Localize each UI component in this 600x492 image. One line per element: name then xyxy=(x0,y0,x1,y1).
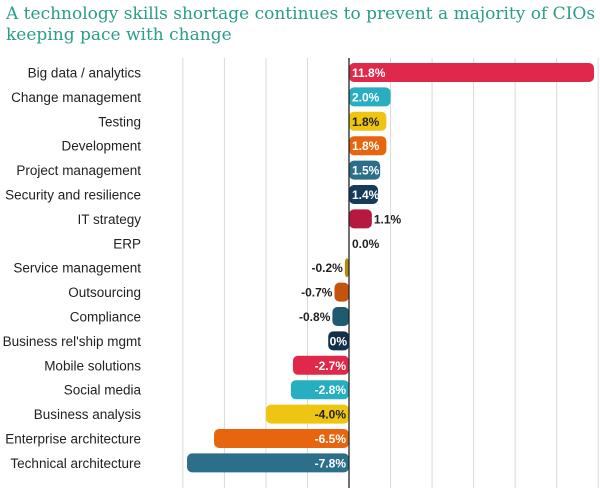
category-label: Testing xyxy=(98,114,141,129)
chart-title: A technology skills shortage continues t… xyxy=(6,4,596,45)
value-label: 11.8% xyxy=(352,66,386,80)
category-label: Social media xyxy=(64,383,142,398)
bar xyxy=(334,282,349,302)
bar xyxy=(349,87,391,107)
category-label: Compliance xyxy=(70,310,141,325)
value-label: 1.4% xyxy=(352,188,380,202)
bar xyxy=(349,111,387,131)
bar xyxy=(290,380,349,400)
bar xyxy=(265,404,349,424)
value-label: -0.2% xyxy=(311,261,343,275)
category-label: Project management xyxy=(16,163,141,178)
category-label: IT strategy xyxy=(77,212,141,227)
category-label: Business rel'ship mgmt xyxy=(3,334,142,349)
bar xyxy=(328,331,349,351)
value-label: -0.7% xyxy=(301,286,333,300)
value-label: -2.7% xyxy=(315,359,347,373)
value-label: -7.8% xyxy=(315,456,347,470)
value-label: 0% xyxy=(330,334,348,348)
bar xyxy=(214,429,349,448)
value-label: -6.5% xyxy=(315,432,347,446)
value-label: -0.8% xyxy=(299,310,331,324)
category-label: Mobile solutions xyxy=(44,358,141,373)
value-label: 1.8% xyxy=(352,115,380,129)
category-label: ERP xyxy=(113,236,141,251)
category-label: Outsourcing xyxy=(68,285,141,300)
value-label: 1.8% xyxy=(352,139,380,153)
value-label: -2.8% xyxy=(315,383,347,397)
category-label: Security and resilience xyxy=(5,188,141,203)
category-label: Technical architecture xyxy=(10,456,141,471)
bar xyxy=(349,185,379,204)
category-label: Change management xyxy=(11,90,141,105)
bar xyxy=(349,63,594,82)
value-label: -4.0% xyxy=(315,408,347,422)
category-label: Development xyxy=(61,139,141,154)
category-label: Enterprise architecture xyxy=(5,432,141,447)
value-label: 1.1% xyxy=(374,212,402,226)
value-label: 2.0% xyxy=(352,90,380,104)
bar xyxy=(292,355,349,375)
bar xyxy=(349,136,387,156)
bar xyxy=(344,258,349,278)
bar xyxy=(332,307,349,326)
category-label: Business analysis xyxy=(34,407,142,422)
bar xyxy=(349,160,381,180)
bar xyxy=(187,453,349,473)
value-label: 0.0% xyxy=(352,237,380,251)
category-label: Big data / analytics xyxy=(28,66,142,81)
bar xyxy=(349,209,372,229)
category-label: Service management xyxy=(13,261,141,276)
value-label: 1.5% xyxy=(352,164,380,178)
